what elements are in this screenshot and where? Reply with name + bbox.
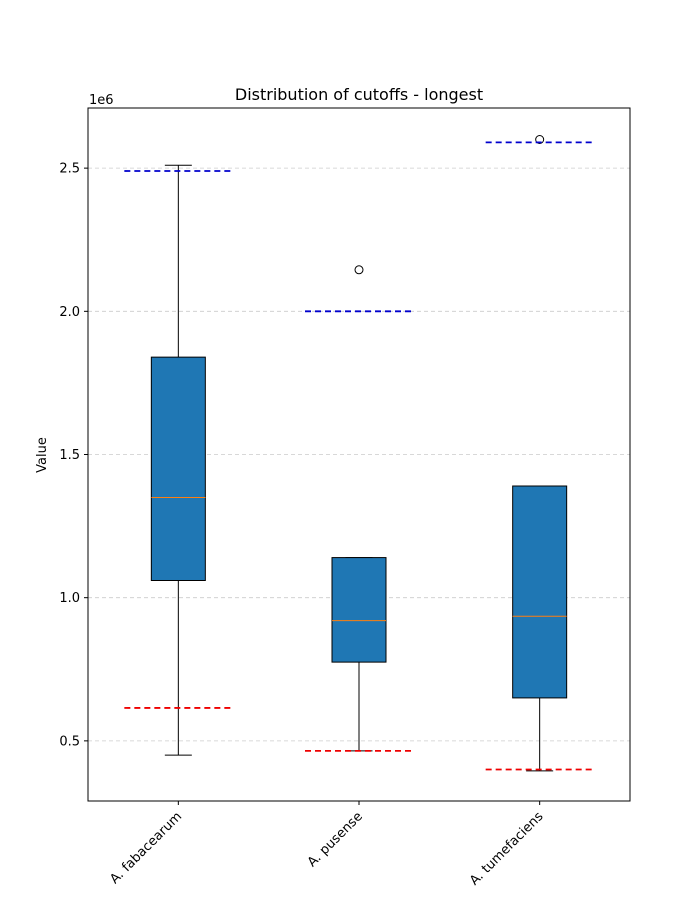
plot-layer (124, 135, 594, 772)
x-tick-label: A. tumefaciens (467, 809, 547, 889)
box-iqr (150, 356, 206, 581)
outlier-point (535, 135, 545, 144)
x-tick-label: A. pusense (305, 809, 366, 870)
y-tick-label: 1.0 (59, 591, 80, 606)
chart-title: Distribution of cutoffs - longest (235, 85, 483, 104)
y-tick-label: 2.0 (59, 305, 80, 320)
box-iqr (331, 557, 387, 663)
x-tick-label: A. fabacearum (107, 809, 185, 887)
outlier-point (354, 265, 364, 275)
y-tick-label: 1.5 (59, 448, 80, 463)
y-tick-label: 2.5 (59, 162, 80, 177)
box-iqr (512, 485, 568, 699)
y-offset-label: 1e6 (89, 93, 114, 108)
y-tick-label: 0.5 (59, 734, 80, 749)
y-axis-label: Value (35, 437, 50, 473)
